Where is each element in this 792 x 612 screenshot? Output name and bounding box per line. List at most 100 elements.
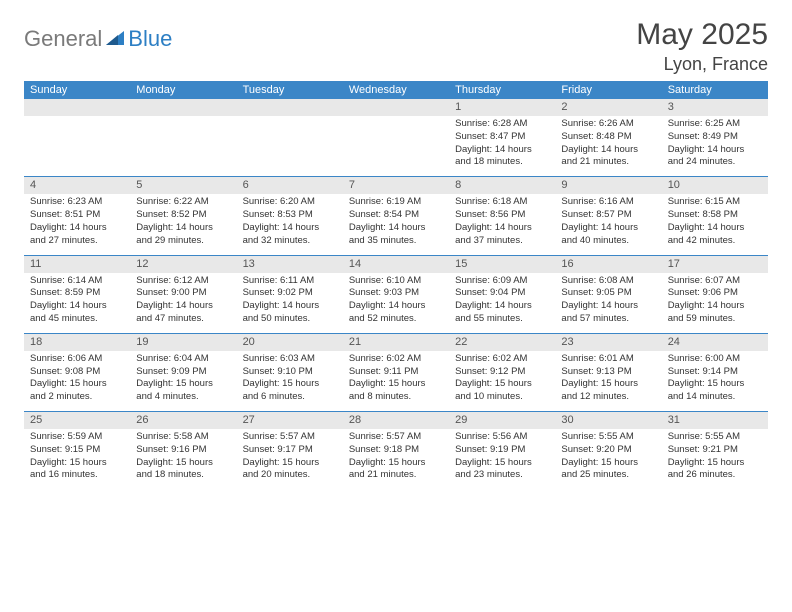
day-data: Sunrise: 6:12 AMSunset: 9:00 PMDaylight:… <box>130 273 236 333</box>
day-number: 27 <box>237 412 343 429</box>
sunrise-text: Sunrise: 6:26 AM <box>561 118 655 131</box>
day-number: 28 <box>343 412 449 429</box>
sunrise-text: Sunrise: 6:22 AM <box>136 196 230 209</box>
day-number: 23 <box>555 334 661 351</box>
day-number: 13 <box>237 256 343 273</box>
day-data: Sunrise: 6:07 AMSunset: 9:06 PMDaylight:… <box>662 273 768 333</box>
calendar-cell: 24Sunrise: 6:00 AMSunset: 9:14 PMDayligh… <box>662 334 768 411</box>
day-data: Sunrise: 6:20 AMSunset: 8:53 PMDaylight:… <box>237 194 343 254</box>
daylight-text: Daylight: 15 hours and 6 minutes. <box>243 378 337 404</box>
calendar-cell: 22Sunrise: 6:02 AMSunset: 9:12 PMDayligh… <box>449 334 555 411</box>
logo-text-blue: Blue <box>128 26 172 52</box>
daylight-text: Daylight: 15 hours and 20 minutes. <box>243 457 337 483</box>
page-header: General Blue May 2025 Lyon, France <box>24 18 768 75</box>
day-data: Sunrise: 6:10 AMSunset: 9:03 PMDaylight:… <box>343 273 449 333</box>
daylight-text: Daylight: 14 hours and 55 minutes. <box>455 300 549 326</box>
logo-triangle-icon <box>106 31 124 50</box>
calendar-cell <box>343 99 449 176</box>
calendar-cell: 2Sunrise: 6:26 AMSunset: 8:48 PMDaylight… <box>555 99 661 176</box>
day-data <box>130 116 236 125</box>
day-data: Sunrise: 5:55 AMSunset: 9:21 PMDaylight:… <box>662 429 768 489</box>
day-data: Sunrise: 6:04 AMSunset: 9:09 PMDaylight:… <box>130 351 236 411</box>
calendar-cell: 4Sunrise: 6:23 AMSunset: 8:51 PMDaylight… <box>24 177 130 254</box>
day-number: 11 <box>24 256 130 273</box>
day-number: 14 <box>343 256 449 273</box>
sunrise-text: Sunrise: 6:02 AM <box>349 353 443 366</box>
day-number: 6 <box>237 177 343 194</box>
day-number: 15 <box>449 256 555 273</box>
sunrise-text: Sunrise: 6:14 AM <box>30 275 124 288</box>
daylight-text: Daylight: 14 hours and 35 minutes. <box>349 222 443 248</box>
calendar-cell: 6Sunrise: 6:20 AMSunset: 8:53 PMDaylight… <box>237 177 343 254</box>
sunset-text: Sunset: 8:48 PM <box>561 131 655 144</box>
sunrise-text: Sunrise: 6:16 AM <box>561 196 655 209</box>
sunset-text: Sunset: 8:59 PM <box>30 287 124 300</box>
sunrise-text: Sunrise: 6:19 AM <box>349 196 443 209</box>
day-number: 4 <box>24 177 130 194</box>
calendar-cell: 15Sunrise: 6:09 AMSunset: 9:04 PMDayligh… <box>449 256 555 333</box>
day-number: 12 <box>130 256 236 273</box>
day-number: 22 <box>449 334 555 351</box>
sunrise-text: Sunrise: 6:23 AM <box>30 196 124 209</box>
calendar-week: 4Sunrise: 6:23 AMSunset: 8:51 PMDaylight… <box>24 176 768 254</box>
day-data: Sunrise: 6:18 AMSunset: 8:56 PMDaylight:… <box>449 194 555 254</box>
sunset-text: Sunset: 8:57 PM <box>561 209 655 222</box>
day-number <box>343 99 449 116</box>
day-data: Sunrise: 6:01 AMSunset: 9:13 PMDaylight:… <box>555 351 661 411</box>
calendar-cell: 29Sunrise: 5:56 AMSunset: 9:19 PMDayligh… <box>449 412 555 489</box>
day-data: Sunrise: 6:28 AMSunset: 8:47 PMDaylight:… <box>449 116 555 176</box>
sunrise-text: Sunrise: 6:18 AM <box>455 196 549 209</box>
daylight-text: Daylight: 15 hours and 12 minutes. <box>561 378 655 404</box>
daylight-text: Daylight: 14 hours and 52 minutes. <box>349 300 443 326</box>
sunrise-text: Sunrise: 6:03 AM <box>243 353 337 366</box>
calendar-cell: 5Sunrise: 6:22 AMSunset: 8:52 PMDaylight… <box>130 177 236 254</box>
day-header: Saturday <box>662 81 768 99</box>
sunrise-text: Sunrise: 6:25 AM <box>668 118 762 131</box>
daylight-text: Daylight: 14 hours and 32 minutes. <box>243 222 337 248</box>
sunrise-text: Sunrise: 5:58 AM <box>136 431 230 444</box>
calendar-cell: 13Sunrise: 6:11 AMSunset: 9:02 PMDayligh… <box>237 256 343 333</box>
calendar-cell: 25Sunrise: 5:59 AMSunset: 9:15 PMDayligh… <box>24 412 130 489</box>
day-header: Sunday <box>24 81 130 99</box>
sunset-text: Sunset: 8:54 PM <box>349 209 443 222</box>
sunrise-text: Sunrise: 6:01 AM <box>561 353 655 366</box>
sunrise-text: Sunrise: 6:12 AM <box>136 275 230 288</box>
sunset-text: Sunset: 9:16 PM <box>136 444 230 457</box>
calendar: SundayMondayTuesdayWednesdayThursdayFrid… <box>24 81 768 489</box>
day-data: Sunrise: 6:09 AMSunset: 9:04 PMDaylight:… <box>449 273 555 333</box>
sunset-text: Sunset: 9:15 PM <box>30 444 124 457</box>
day-number: 17 <box>662 256 768 273</box>
calendar-page: General Blue May 2025 Lyon, France Sunda… <box>0 0 792 507</box>
day-number: 25 <box>24 412 130 429</box>
daylight-text: Daylight: 14 hours and 29 minutes. <box>136 222 230 248</box>
calendar-cell: 30Sunrise: 5:55 AMSunset: 9:20 PMDayligh… <box>555 412 661 489</box>
sunrise-text: Sunrise: 6:20 AM <box>243 196 337 209</box>
day-data: Sunrise: 6:22 AMSunset: 8:52 PMDaylight:… <box>130 194 236 254</box>
sunset-text: Sunset: 9:17 PM <box>243 444 337 457</box>
day-headers-row: SundayMondayTuesdayWednesdayThursdayFrid… <box>24 81 768 99</box>
sunset-text: Sunset: 9:21 PM <box>668 444 762 457</box>
sunset-text: Sunset: 9:20 PM <box>561 444 655 457</box>
day-data: Sunrise: 5:55 AMSunset: 9:20 PMDaylight:… <box>555 429 661 489</box>
calendar-cell: 10Sunrise: 6:15 AMSunset: 8:58 PMDayligh… <box>662 177 768 254</box>
sunrise-text: Sunrise: 6:06 AM <box>30 353 124 366</box>
day-data: Sunrise: 5:59 AMSunset: 9:15 PMDaylight:… <box>24 429 130 489</box>
sunset-text: Sunset: 8:52 PM <box>136 209 230 222</box>
day-header: Monday <box>130 81 236 99</box>
calendar-cell: 19Sunrise: 6:04 AMSunset: 9:09 PMDayligh… <box>130 334 236 411</box>
day-data: Sunrise: 5:57 AMSunset: 9:18 PMDaylight:… <box>343 429 449 489</box>
day-data: Sunrise: 6:02 AMSunset: 9:12 PMDaylight:… <box>449 351 555 411</box>
day-number: 30 <box>555 412 661 429</box>
sunrise-text: Sunrise: 5:56 AM <box>455 431 549 444</box>
calendar-cell: 9Sunrise: 6:16 AMSunset: 8:57 PMDaylight… <box>555 177 661 254</box>
sunset-text: Sunset: 9:04 PM <box>455 287 549 300</box>
sunset-text: Sunset: 9:12 PM <box>455 366 549 379</box>
day-number: 18 <box>24 334 130 351</box>
calendar-cell: 1Sunrise: 6:28 AMSunset: 8:47 PMDaylight… <box>449 99 555 176</box>
day-header: Thursday <box>449 81 555 99</box>
day-data: Sunrise: 6:25 AMSunset: 8:49 PMDaylight:… <box>662 116 768 176</box>
sunset-text: Sunset: 9:11 PM <box>349 366 443 379</box>
day-data: Sunrise: 6:23 AMSunset: 8:51 PMDaylight:… <box>24 194 130 254</box>
sunset-text: Sunset: 9:13 PM <box>561 366 655 379</box>
sunset-text: Sunset: 8:51 PM <box>30 209 124 222</box>
